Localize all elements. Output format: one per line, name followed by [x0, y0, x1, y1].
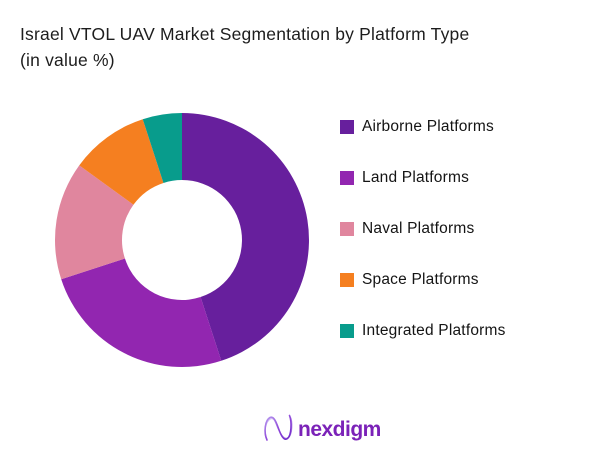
legend-item-space: Space Platforms	[340, 270, 506, 290]
legend-label-space: Space Platforms	[362, 271, 479, 288]
legend-swatch-naval	[340, 222, 354, 236]
legend-swatch-land	[340, 171, 354, 185]
legend-item-land: Land Platforms	[340, 168, 506, 188]
nexdigm-logo-icon	[264, 414, 293, 441]
nexdigm-logo: nexdigm	[262, 410, 381, 446]
donut-slice-4	[79, 119, 164, 205]
legend-swatch-space	[340, 273, 354, 287]
legend-item-naval: Naval Platforms	[340, 219, 506, 239]
legend-label-land: Land Platforms	[362, 169, 470, 186]
legend-swatch-integrated	[340, 324, 354, 338]
legend-swatch-airborne	[340, 120, 354, 134]
donut-slice-3	[55, 165, 134, 280]
chart-title-line1: Israel VTOL UAV Market Segmentation by P…	[20, 24, 470, 44]
legend-item-airborne: Airborne Platforms	[340, 117, 506, 137]
donut-slice-2	[61, 258, 222, 367]
donut-chart	[55, 113, 309, 367]
chart-title-line2: (in value %)	[20, 50, 115, 70]
legend-label-integrated: Integrated Platforms	[362, 322, 506, 339]
chart-title: Israel VTOL UAV Market Segmentation by P…	[20, 21, 469, 73]
legend-label-airborne: Airborne Platforms	[362, 118, 494, 135]
donut-slice-1	[182, 113, 309, 361]
donut-slice-5	[142, 113, 182, 183]
nexdigm-logo-text: nexdigm	[298, 418, 381, 441]
legend-item-integrated: Integrated Platforms	[340, 321, 506, 341]
chart-legend: Airborne Platforms Land Platforms Naval …	[340, 117, 506, 372]
legend-label-naval: Naval Platforms	[362, 220, 475, 237]
